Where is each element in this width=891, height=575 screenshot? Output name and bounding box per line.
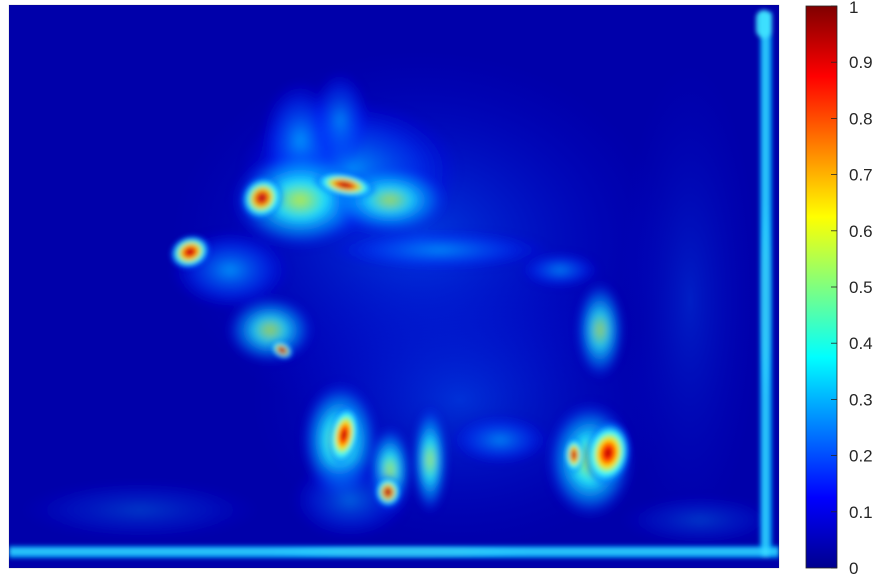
colorbar-tick-label: 0.8 [849,109,873,128]
hotspot-left-edge-of-hind-leg [563,436,585,474]
hotspot-hind-leg [583,419,633,487]
hotspot-elk-muzzle [168,233,212,271]
colorbar-tick-label: 0.5 [849,278,873,297]
colorbar-tick-label: 0.2 [849,447,873,466]
hotspot-antler-tips [313,171,377,199]
colorbar-tick-label: 0.7 [849,166,873,185]
hotspot-front-leg [327,403,361,467]
hotspot-throat-chest [269,339,295,361]
colorbar-tick-label: 0.3 [849,390,873,409]
colorbar: 0 0.1 0.2 0.3 0.4 0.5 0.6 0.7 0.8 0.9 1 [805,0,873,575]
hotspot-antler-base [239,175,285,221]
colorbar-tick-label: 0.9 [849,53,873,72]
colorbar-tick-label: 0 [849,559,858,575]
hotspot-lower-front-leg [373,475,403,509]
colorbar-tick-label: 1 [849,0,858,17]
heatmap-image [9,5,779,568]
colorbar-ticks: 0 0.1 0.2 0.3 0.4 0.5 0.6 0.7 0.8 0.9 1 [831,0,873,575]
colorbar-tick-label: 0.1 [849,503,873,522]
colorbar-tick-label: 0.4 [849,334,873,353]
colorbar-tick-label: 0.6 [849,222,873,241]
